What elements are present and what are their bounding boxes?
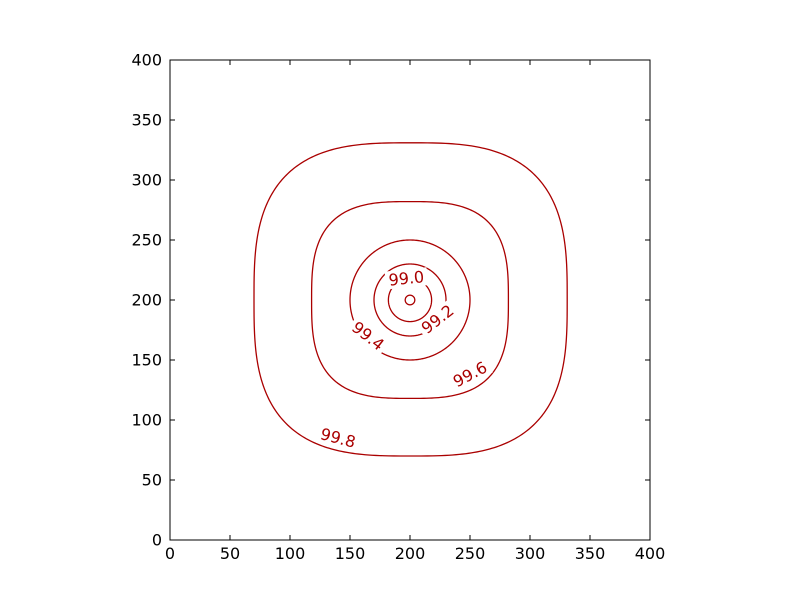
contour-line-center	[404, 294, 416, 306]
y-tick-label: 100	[131, 411, 162, 430]
contour-label-background	[315, 423, 361, 453]
y-tick-label: 400	[131, 51, 162, 70]
x-tick-label: 200	[395, 544, 426, 563]
y-tick-label: 200	[131, 291, 162, 310]
y-tick-label: 350	[131, 111, 162, 130]
y-tick-label: 300	[131, 171, 162, 190]
x-tick-label: 400	[635, 544, 666, 563]
y-tick-label: 250	[131, 231, 162, 250]
contour-line-99-6	[310, 200, 510, 400]
y-tick-label: 0	[152, 531, 162, 550]
y-axis: 0 50 100 150 200 250 300 350 400	[131, 51, 650, 550]
y-tick-label: 50	[142, 471, 162, 490]
x-tick-label: 50	[220, 544, 240, 563]
contour-line-99-4	[349, 239, 471, 361]
contour-label-background	[384, 267, 429, 290]
contour-label-background	[415, 299, 460, 340]
x-tick-label: 350	[575, 544, 606, 563]
x-axis: 0 50 100 150 200 250 300 350 400	[165, 60, 665, 563]
contour-label-background	[345, 315, 391, 357]
contour-label-background	[447, 356, 493, 393]
x-tick-label: 100	[275, 544, 306, 563]
contour-lines	[253, 142, 568, 457]
x-tick-label: 250	[455, 544, 486, 563]
y-tick-label: 150	[131, 351, 162, 370]
x-tick-label: 150	[335, 544, 366, 563]
x-tick-label: 300	[515, 544, 546, 563]
contour-line-99-8	[253, 142, 568, 457]
contour-label-99-0: 99.0	[388, 267, 425, 290]
x-tick-label: 0	[165, 544, 175, 563]
